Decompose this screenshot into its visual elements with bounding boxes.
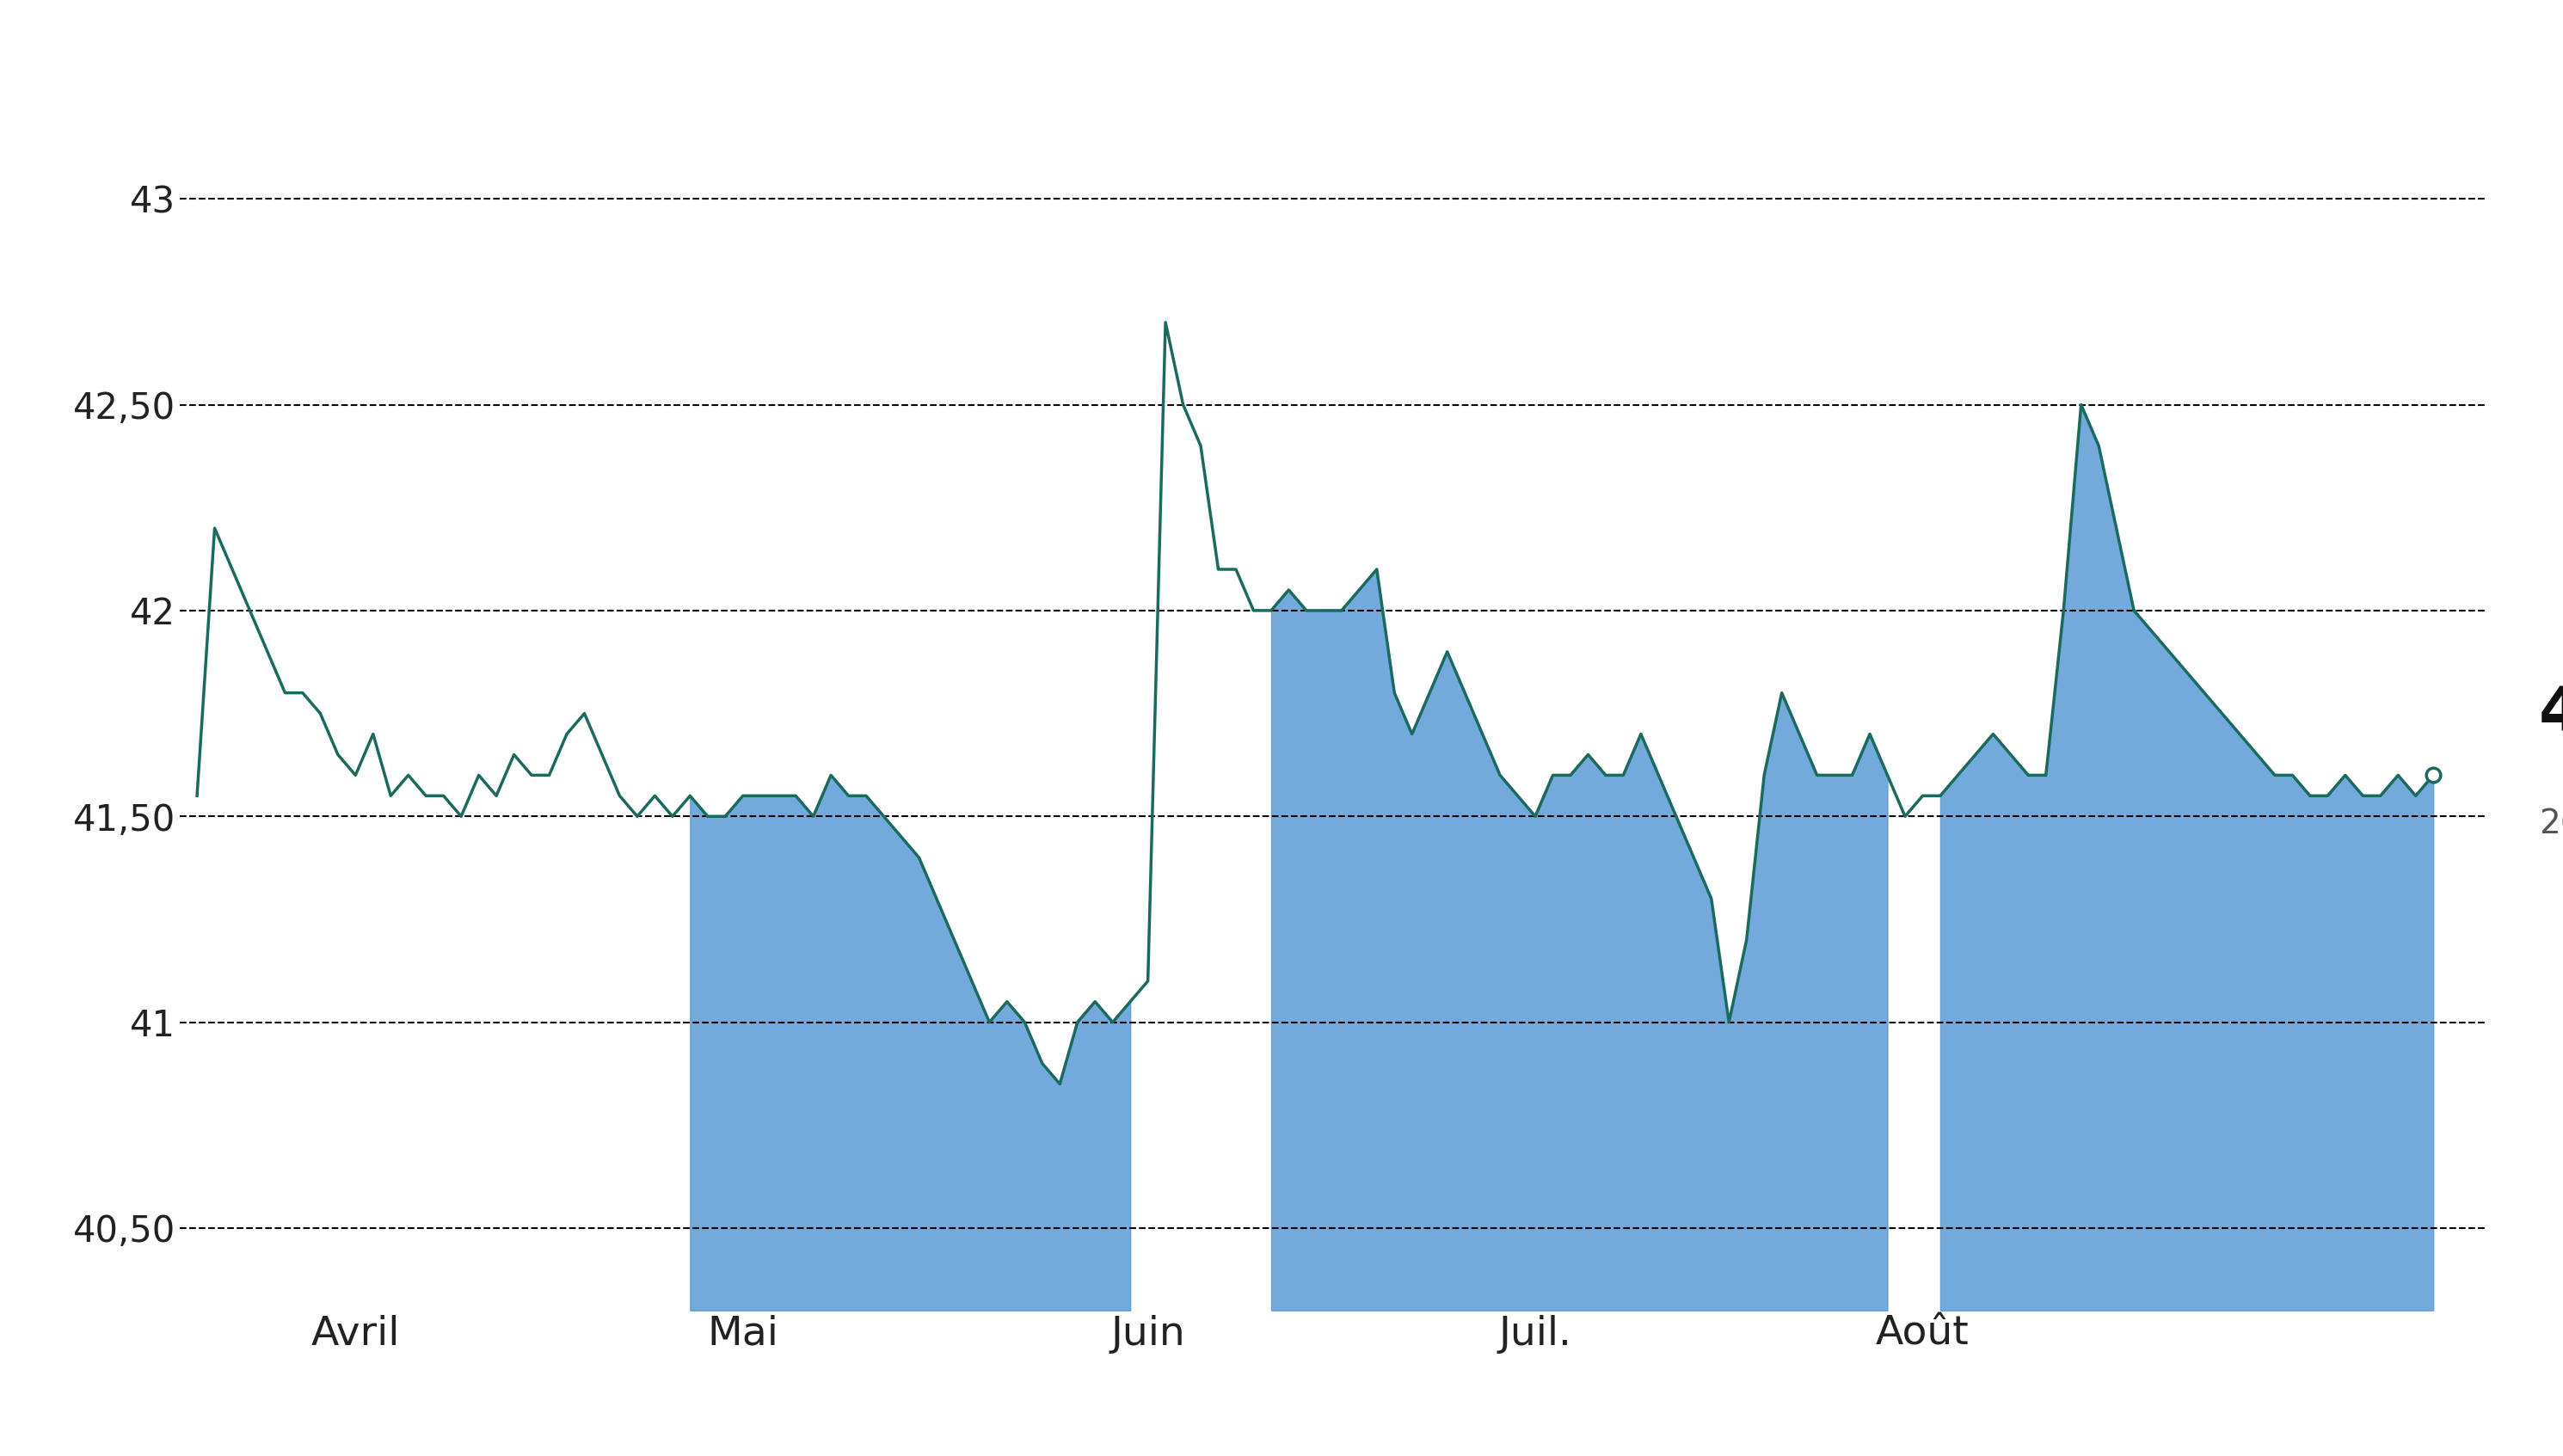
Text: Biotest AG: Biotest AG — [1025, 20, 1538, 103]
Text: 26/09: 26/09 — [2540, 808, 2563, 842]
Text: 41,60: 41,60 — [2540, 684, 2563, 743]
